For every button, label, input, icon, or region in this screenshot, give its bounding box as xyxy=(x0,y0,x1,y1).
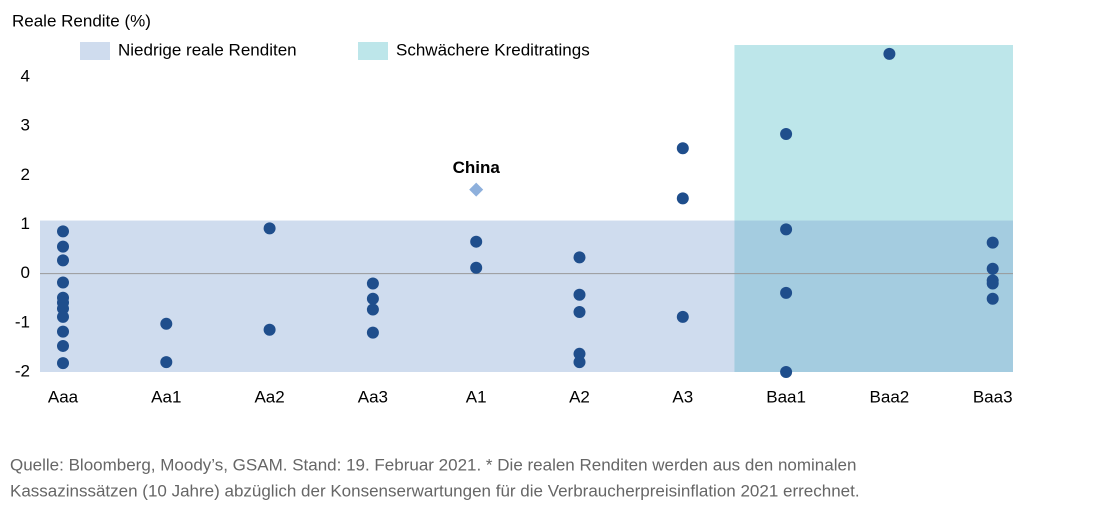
legend-swatch xyxy=(80,42,110,60)
shaded-band xyxy=(734,45,1013,372)
data-point xyxy=(57,225,69,238)
annotation-marker xyxy=(469,182,484,197)
data-point xyxy=(573,288,586,301)
data-point xyxy=(573,356,586,369)
data-point xyxy=(986,236,999,249)
data-point xyxy=(57,325,69,338)
data-point xyxy=(366,303,379,316)
chart-title: Reale Rendite (%) xyxy=(12,11,151,30)
x-tick-label: Aa1 xyxy=(151,387,181,406)
x-tick-label: Aaa xyxy=(48,387,79,406)
y-tick-label: 1 xyxy=(21,214,30,233)
y-tick-label: 4 xyxy=(21,66,30,85)
x-tick-label: Baa1 xyxy=(766,387,806,406)
data-point xyxy=(573,251,586,264)
x-tick-label: Baa3 xyxy=(973,387,1013,406)
data-point xyxy=(986,292,999,305)
data-point xyxy=(263,222,276,235)
y-tick-label: 0 xyxy=(21,263,30,282)
shaded-band xyxy=(40,220,1013,372)
data-point xyxy=(470,235,483,248)
data-point xyxy=(263,323,276,336)
x-tick-label: Aa3 xyxy=(358,387,388,406)
data-point xyxy=(57,310,69,323)
data-point xyxy=(470,261,483,274)
data-point xyxy=(780,128,793,141)
x-tick-label: A1 xyxy=(466,387,487,406)
data-point xyxy=(57,276,69,289)
data-point xyxy=(986,262,999,275)
data-point xyxy=(160,317,173,330)
data-point xyxy=(57,302,69,315)
data-point xyxy=(676,310,689,323)
data-point xyxy=(366,277,379,290)
source-line: Quelle: Bloomberg, Moody’s, GSAM. Stand:… xyxy=(10,455,856,474)
data-point xyxy=(780,366,793,378)
data-point xyxy=(573,306,586,319)
x-tick-label: Baa2 xyxy=(870,387,910,406)
data-point xyxy=(780,286,793,299)
y-tick-label: 2 xyxy=(21,165,30,184)
data-point xyxy=(366,292,379,305)
x-tick-label: A3 xyxy=(672,387,693,406)
annotation-label: China xyxy=(453,158,501,177)
legend-label: Schwächere Kreditratings xyxy=(396,40,590,59)
y-tick-label: 3 xyxy=(21,116,30,135)
data-point xyxy=(883,47,896,60)
data-point xyxy=(780,223,793,236)
legend-label: Niedrige reale Renditen xyxy=(118,40,297,59)
source-line: Kassazinssätzen (10 Jahre) abzüglich der… xyxy=(10,481,860,500)
data-point xyxy=(57,240,69,253)
data-point xyxy=(160,356,173,369)
data-point xyxy=(573,347,586,360)
y-tick-label: -2 xyxy=(15,361,30,380)
data-point xyxy=(366,326,379,339)
data-point xyxy=(57,339,69,352)
x-tick-label: Aa2 xyxy=(254,387,284,406)
x-tick-label: A2 xyxy=(569,387,590,406)
data-point xyxy=(676,142,689,155)
y-tick-label: -1 xyxy=(15,312,30,331)
data-point xyxy=(57,254,69,267)
data-point xyxy=(676,192,689,205)
data-point xyxy=(986,277,999,290)
legend-swatch xyxy=(358,42,388,60)
data-point xyxy=(57,357,69,370)
